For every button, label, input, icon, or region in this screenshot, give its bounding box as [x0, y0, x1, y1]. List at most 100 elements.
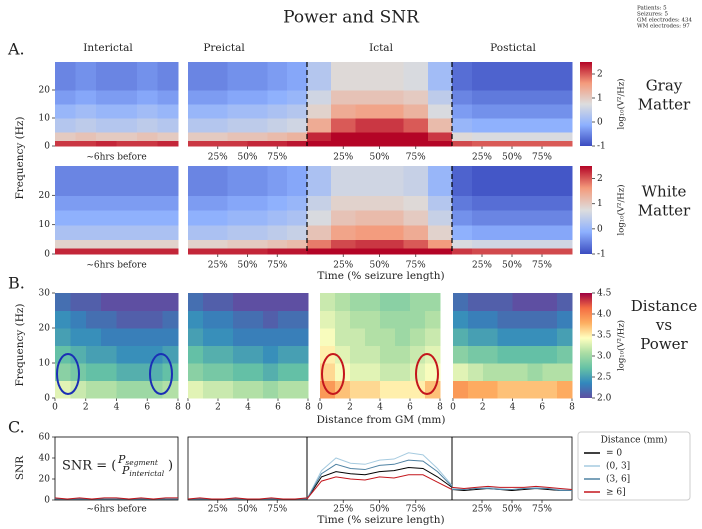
heatmap-cell [403, 195, 429, 211]
heatmap-cell [527, 293, 543, 312]
heatmap-cell [218, 310, 234, 329]
heatmap-cell [452, 166, 473, 196]
heatmap-cell [403, 62, 429, 91]
heatmap-cell [247, 104, 268, 119]
y-axis-label: Frequency (Hz) [14, 116, 26, 199]
heatmap-cell [410, 310, 426, 329]
y-tick-label: 20 [39, 86, 51, 96]
heatmap-cell [355, 224, 381, 240]
heatmap-cell [116, 140, 138, 147]
heatmap-cell [335, 310, 351, 329]
heatmap-cell [403, 248, 429, 255]
heatmap-cell [75, 248, 97, 255]
heatmap-cell [472, 195, 493, 211]
heatmap-cell [355, 90, 381, 105]
heatmap-cell [452, 248, 473, 255]
heatmap-cell [395, 380, 411, 399]
heatmap-cell [552, 118, 573, 133]
heatmap-cell [267, 210, 288, 226]
heatmap-cell [552, 239, 573, 249]
heatmap-cell [96, 132, 118, 141]
info-line: WM electrodes: 97 [637, 24, 690, 30]
heatmap-cell [532, 248, 553, 255]
heatmap-cell [380, 363, 396, 382]
heatmap-cell [75, 104, 97, 119]
heatmap-cell [75, 118, 97, 133]
y-tick-label: 30 [39, 289, 51, 299]
heatmap-cell [227, 90, 249, 105]
heatmap-cell [379, 224, 405, 240]
x-tick-label: 25% [333, 505, 353, 515]
heatmap-cell [248, 380, 264, 399]
y-tick-label: 20 [39, 191, 51, 201]
heatmap-cell [55, 90, 77, 105]
segment-header: Interictal [83, 42, 133, 54]
heatmap-cell [557, 380, 573, 399]
heatmap-cell [532, 132, 553, 141]
heatmap-cell [248, 310, 264, 329]
heatmap-cell [557, 363, 573, 382]
heatmap-cell [227, 62, 249, 91]
heatmap-cell [227, 166, 249, 196]
heatmap-cell [472, 104, 493, 119]
heatmap-cell [452, 195, 473, 211]
heatmap-cell [427, 210, 453, 226]
heatmap-cell [472, 132, 493, 141]
heatmap-cell [267, 140, 288, 147]
heatmap-cell [395, 345, 411, 364]
heatmap-cell [452, 62, 473, 91]
heatmap-cell [218, 293, 234, 312]
heatmap-cell [96, 224, 118, 240]
heatmap-cell [552, 166, 573, 196]
heatmap-cell [453, 380, 469, 399]
heatmap-cell [452, 118, 473, 133]
colorbar-label: log₁₀(V²/Hz) [616, 184, 627, 235]
heatmap-cell [492, 118, 513, 133]
heatmap-cell [157, 118, 179, 133]
heatmap-cell [116, 210, 138, 226]
heatmap-cell [233, 345, 249, 364]
heatmap-cell [247, 195, 268, 211]
row-title: vs [655, 316, 672, 334]
heatmap-cell [116, 328, 133, 347]
heatmap-cell [293, 293, 309, 312]
panel-label: B. [8, 274, 25, 293]
heatmap-cell [207, 118, 229, 133]
heatmap-cell [427, 62, 453, 91]
colorbar-tick-label: 2 [597, 174, 603, 184]
heatmap-cell [557, 328, 573, 347]
heatmap-cell [75, 239, 97, 249]
heatmap-cell [452, 132, 473, 141]
x-tick-label: 75% [406, 505, 426, 515]
x-tick-label: ~6hrs before [86, 505, 146, 515]
snr-line [451, 485, 573, 490]
x-tick-label: 75% [406, 261, 426, 271]
heatmap-cell [116, 166, 138, 196]
heatmap-cell [307, 140, 332, 147]
heatmap-cell [137, 118, 159, 133]
heatmap-cell [512, 132, 533, 141]
heatmap-cell [452, 224, 473, 240]
heatmap-cell [137, 224, 159, 240]
row-title: Matter [638, 96, 691, 114]
heatmap-cell [96, 210, 118, 226]
heatmap-cell [512, 62, 533, 91]
heatmap-cell [410, 380, 426, 399]
x-tick-label: 75% [267, 261, 287, 271]
heatmap-cell [467, 345, 484, 364]
heatmap-cell [497, 363, 514, 382]
heatmap-cell [532, 224, 553, 240]
snr-line [306, 466, 453, 500]
heatmap-cell [427, 195, 453, 211]
heatmap-cell [425, 293, 441, 312]
heatmap-cell [403, 224, 429, 240]
highlight-ellipse [149, 353, 173, 395]
heatmap-cell [355, 118, 381, 133]
formula-part: interictal [129, 469, 164, 478]
heatmap-cell [512, 224, 533, 240]
heatmap-cell [55, 328, 71, 347]
heatmap-cell [427, 104, 453, 119]
x-tick-label: 6 [407, 403, 413, 413]
heatmap-cell [137, 239, 159, 249]
plot-frame [54, 436, 179, 501]
